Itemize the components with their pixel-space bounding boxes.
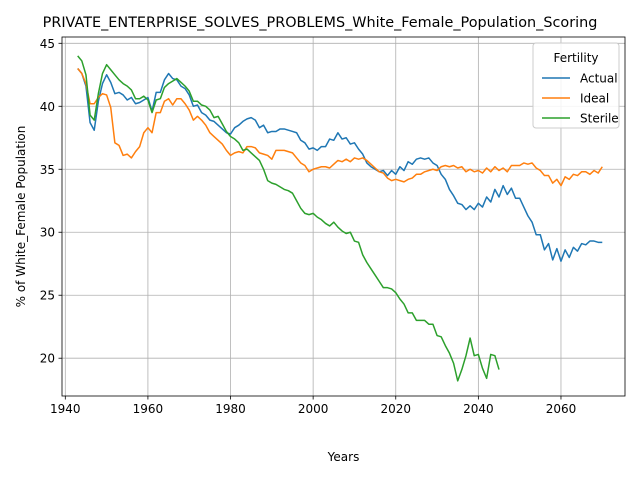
y-axis-ticks: 20 25 30 35 40 45 [40,37,62,366]
y-tick-label: 45 [40,37,55,51]
legend-title: Fertility [553,51,598,65]
legend-label-sterile: Sterile [580,112,619,126]
series-line-actual [77,68,603,262]
x-axis-ticks: 1940 1960 1980 2000 2020 2040 2060 [50,396,576,416]
y-axis-label: % of White_Female Population [14,126,28,308]
x-tick-label: 2040 [463,402,494,416]
x-axis-label: Years [327,450,360,464]
y-tick-label: 25 [40,289,55,303]
plot-frame [61,36,626,397]
x-tick-label: 1960 [133,402,164,416]
x-tick-label: 1980 [215,402,246,416]
grid-lines [62,37,625,396]
x-tick-label: 2060 [546,402,577,416]
legend-label-actual: Actual [580,72,618,86]
y-tick-label: 20 [40,352,55,366]
x-tick-label: 1940 [50,402,81,416]
y-tick-label: 30 [40,226,55,240]
y-tick-label: 35 [40,163,55,177]
legend-box [532,42,620,129]
series-lines [77,55,603,382]
chart-title: PRIVATE_ENTERPRISE_SOLVES_PROBLEMS_White… [43,15,598,31]
y-tick-label: 40 [40,100,55,114]
series-line-sterile [77,55,500,382]
x-tick-label: 2000 [298,402,329,416]
x-tick-label: 2020 [380,402,411,416]
series-line-ideal [77,68,603,187]
legend: Fertility Actual Ideal Sterile [532,42,620,129]
legend-label-ideal: Ideal [580,92,609,106]
legend-entries: Actual Ideal Sterile [542,72,619,126]
